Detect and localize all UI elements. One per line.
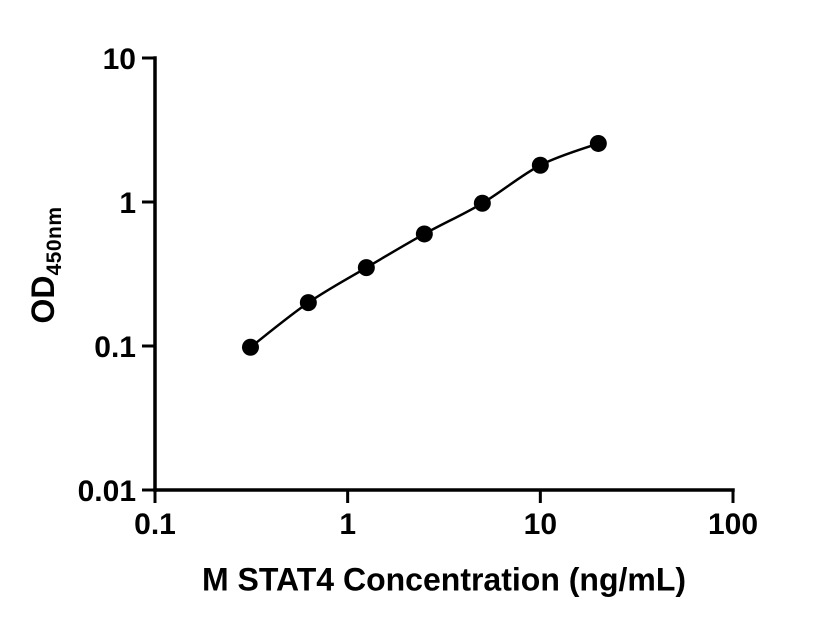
data-point-marker bbox=[589, 134, 607, 152]
y-axis-title: OD450nm bbox=[25, 206, 67, 323]
x-axis-tick-label: 10 bbox=[524, 508, 557, 541]
data-point-marker bbox=[357, 259, 375, 277]
x-axis-tick-label: 1 bbox=[339, 508, 356, 541]
data-point-marker bbox=[415, 225, 433, 243]
y-axis-tick-label: 0.01 bbox=[78, 475, 136, 508]
data-point-marker bbox=[473, 194, 491, 212]
y-axis-title-sub: 450nm bbox=[43, 206, 66, 276]
data-point-marker bbox=[241, 338, 259, 356]
y-axis-title-main: OD bbox=[25, 275, 61, 324]
y-axis-tick-label: 10 bbox=[103, 43, 136, 76]
x-axis-tick-label: 100 bbox=[708, 508, 758, 541]
standard-curve-line bbox=[249, 142, 599, 349]
y-axis-tick-label: 1 bbox=[119, 187, 136, 220]
data-point-marker bbox=[299, 294, 317, 312]
y-axis-tick-label: 0.1 bbox=[94, 331, 136, 364]
x-axis-title: M STAT4 Concentration (ng/mL) bbox=[201, 561, 687, 598]
x-axis-tick-label: 0.1 bbox=[134, 508, 176, 541]
data-point-marker bbox=[531, 156, 549, 174]
